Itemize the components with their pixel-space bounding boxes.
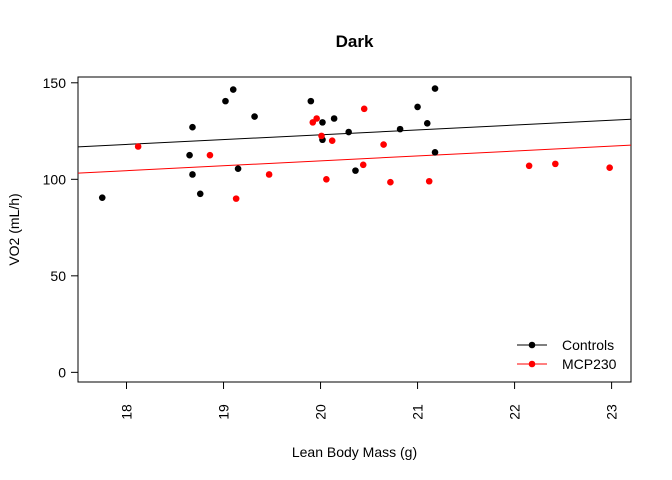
data-point-controls (352, 167, 359, 174)
y-tick-label: 0 (58, 364, 66, 380)
legend-marker-mcp230 (528, 360, 536, 368)
legend: Controls MCP230 (517, 337, 617, 372)
data-point-controls (307, 97, 315, 105)
legend-label-controls: Controls (562, 337, 614, 353)
data-point-controls (196, 190, 204, 198)
data-point-controls (186, 151, 193, 159)
x-axis: 18 19 20 21 22 23 (119, 382, 620, 420)
x-tick-label: 20 (313, 404, 329, 420)
x-tick-label: 22 (507, 404, 523, 420)
y-tick-label: 100 (43, 171, 67, 187)
data-point-mcp230 (232, 195, 240, 202)
regression-lines (77, 118, 632, 174)
data-point-mcp230 (380, 141, 387, 148)
data-point-mcp230 (206, 151, 214, 159)
legend-label-mcp230: MCP230 (562, 356, 617, 372)
fit-line-controls (77, 118, 632, 148)
data-point-controls (234, 165, 242, 172)
data-point-mcp230 (359, 161, 367, 169)
data-point-controls (330, 115, 338, 122)
data-point-mcp230 (323, 176, 330, 183)
data-point-controls (431, 85, 439, 92)
data-point-controls (423, 120, 431, 127)
data-point-mcp230 (606, 164, 613, 172)
data-point-controls (414, 103, 421, 111)
data-point-controls (98, 194, 106, 201)
data-point-mcp230 (318, 132, 325, 140)
data-point-controls (189, 171, 196, 178)
data-point-mcp230 (552, 160, 559, 168)
y-tick-label: 50 (50, 268, 66, 284)
x-tick-label: 23 (604, 404, 620, 420)
data-point-mcp230 (425, 177, 433, 185)
data-point-controls (319, 119, 326, 126)
data-points (98, 85, 613, 202)
data-point-mcp230 (265, 171, 273, 178)
data-point-mcp230 (525, 162, 533, 170)
data-point-controls (222, 97, 229, 105)
plot-frame (77, 76, 632, 383)
data-point-mcp230 (134, 143, 142, 150)
chart-title: Dark (336, 32, 374, 51)
data-point-controls (431, 148, 439, 156)
data-point-mcp230 (328, 137, 336, 145)
fit-line-mcp230 (77, 144, 632, 174)
data-point-mcp230 (360, 105, 368, 113)
data-point-controls (345, 128, 352, 136)
x-tick-label: 19 (216, 404, 232, 420)
y-axis-label: VO2 (mL/h) (6, 193, 22, 265)
legend-marker-controls (528, 341, 536, 349)
x-tick-label: 18 (119, 404, 135, 420)
y-tick-label: 150 (43, 75, 67, 91)
data-point-mcp230 (387, 178, 394, 186)
x-tick-label: 21 (410, 404, 426, 420)
data-point-controls (251, 113, 258, 120)
data-point-controls (229, 86, 237, 93)
data-point-controls (396, 125, 404, 133)
data-point-controls (189, 123, 196, 131)
y-axis: 0 50 100 150 (43, 75, 78, 380)
x-axis-label: Lean Body Mass (g) (292, 444, 417, 460)
data-point-mcp230 (313, 115, 320, 122)
